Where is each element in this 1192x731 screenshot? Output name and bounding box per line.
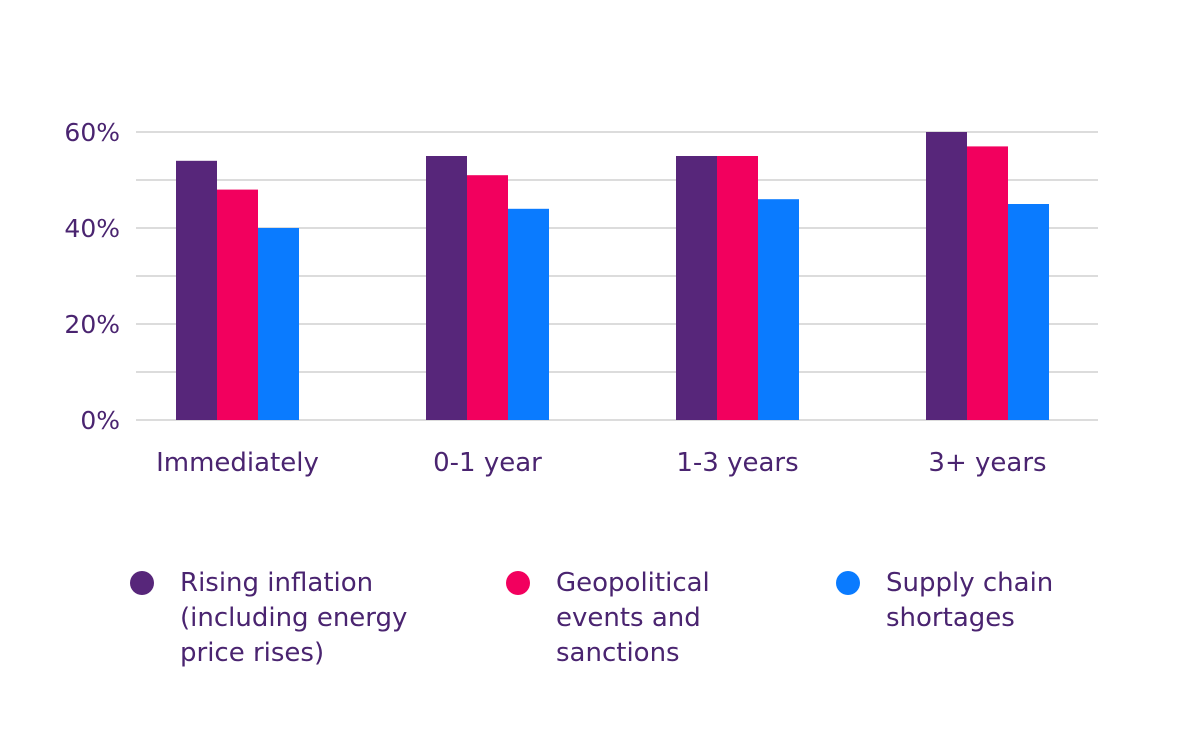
bar-chart: 0% 20% 40% 60% Immediately 0-1 year 1-3 years…: [64, 118, 1098, 478]
legend-dot-geopolitical: [506, 571, 530, 595]
x-category-label: Immediately: [156, 448, 319, 478]
y-tick-label: 40%: [64, 214, 120, 243]
bar: [967, 146, 1008, 420]
bar: [467, 175, 508, 420]
y-tick-label: 0%: [80, 406, 120, 435]
legend-dot-supply-chain: [836, 571, 860, 595]
legend-label-geopolitical: Geopolitical events and sanctions: [556, 568, 710, 668]
x-category-label: 0-1 year: [433, 448, 542, 478]
y-tick-label: 60%: [64, 118, 120, 147]
legend-label-rising-inflation: Rising inflation (including energy price…: [180, 568, 408, 668]
bar: [1008, 204, 1049, 420]
x-axis-categories: Immediately 0-1 year 1-3 years 3+ years: [156, 448, 1046, 478]
bar: [926, 132, 967, 420]
legend-label-supply-chain: Supply chain shortages: [886, 568, 1054, 633]
legend-item-geopolitical: Geopolitical events and sanctions: [506, 566, 710, 671]
bar: [258, 228, 299, 420]
y-tick-label: 20%: [64, 310, 120, 339]
legend-item-rising-inflation: Rising inflation (including energy price…: [130, 566, 407, 671]
x-category-label: 1-3 years: [676, 448, 798, 478]
bars: [176, 132, 1049, 421]
legend-item-supply-chain: Supply chain shortages: [836, 566, 1053, 636]
bar: [508, 208, 549, 420]
legend: Rising inflation (including energy price…: [130, 566, 1090, 686]
bar: [217, 189, 258, 420]
legend-dot-rising-inflation: [130, 571, 154, 595]
bar: [426, 156, 467, 420]
bar: [717, 156, 758, 420]
x-category-label: 3+ years: [928, 448, 1046, 478]
bar: [676, 156, 717, 420]
y-axis-ticks: 0% 20% 40% 60%: [64, 118, 120, 435]
bar: [758, 199, 799, 420]
bar: [176, 160, 217, 421]
